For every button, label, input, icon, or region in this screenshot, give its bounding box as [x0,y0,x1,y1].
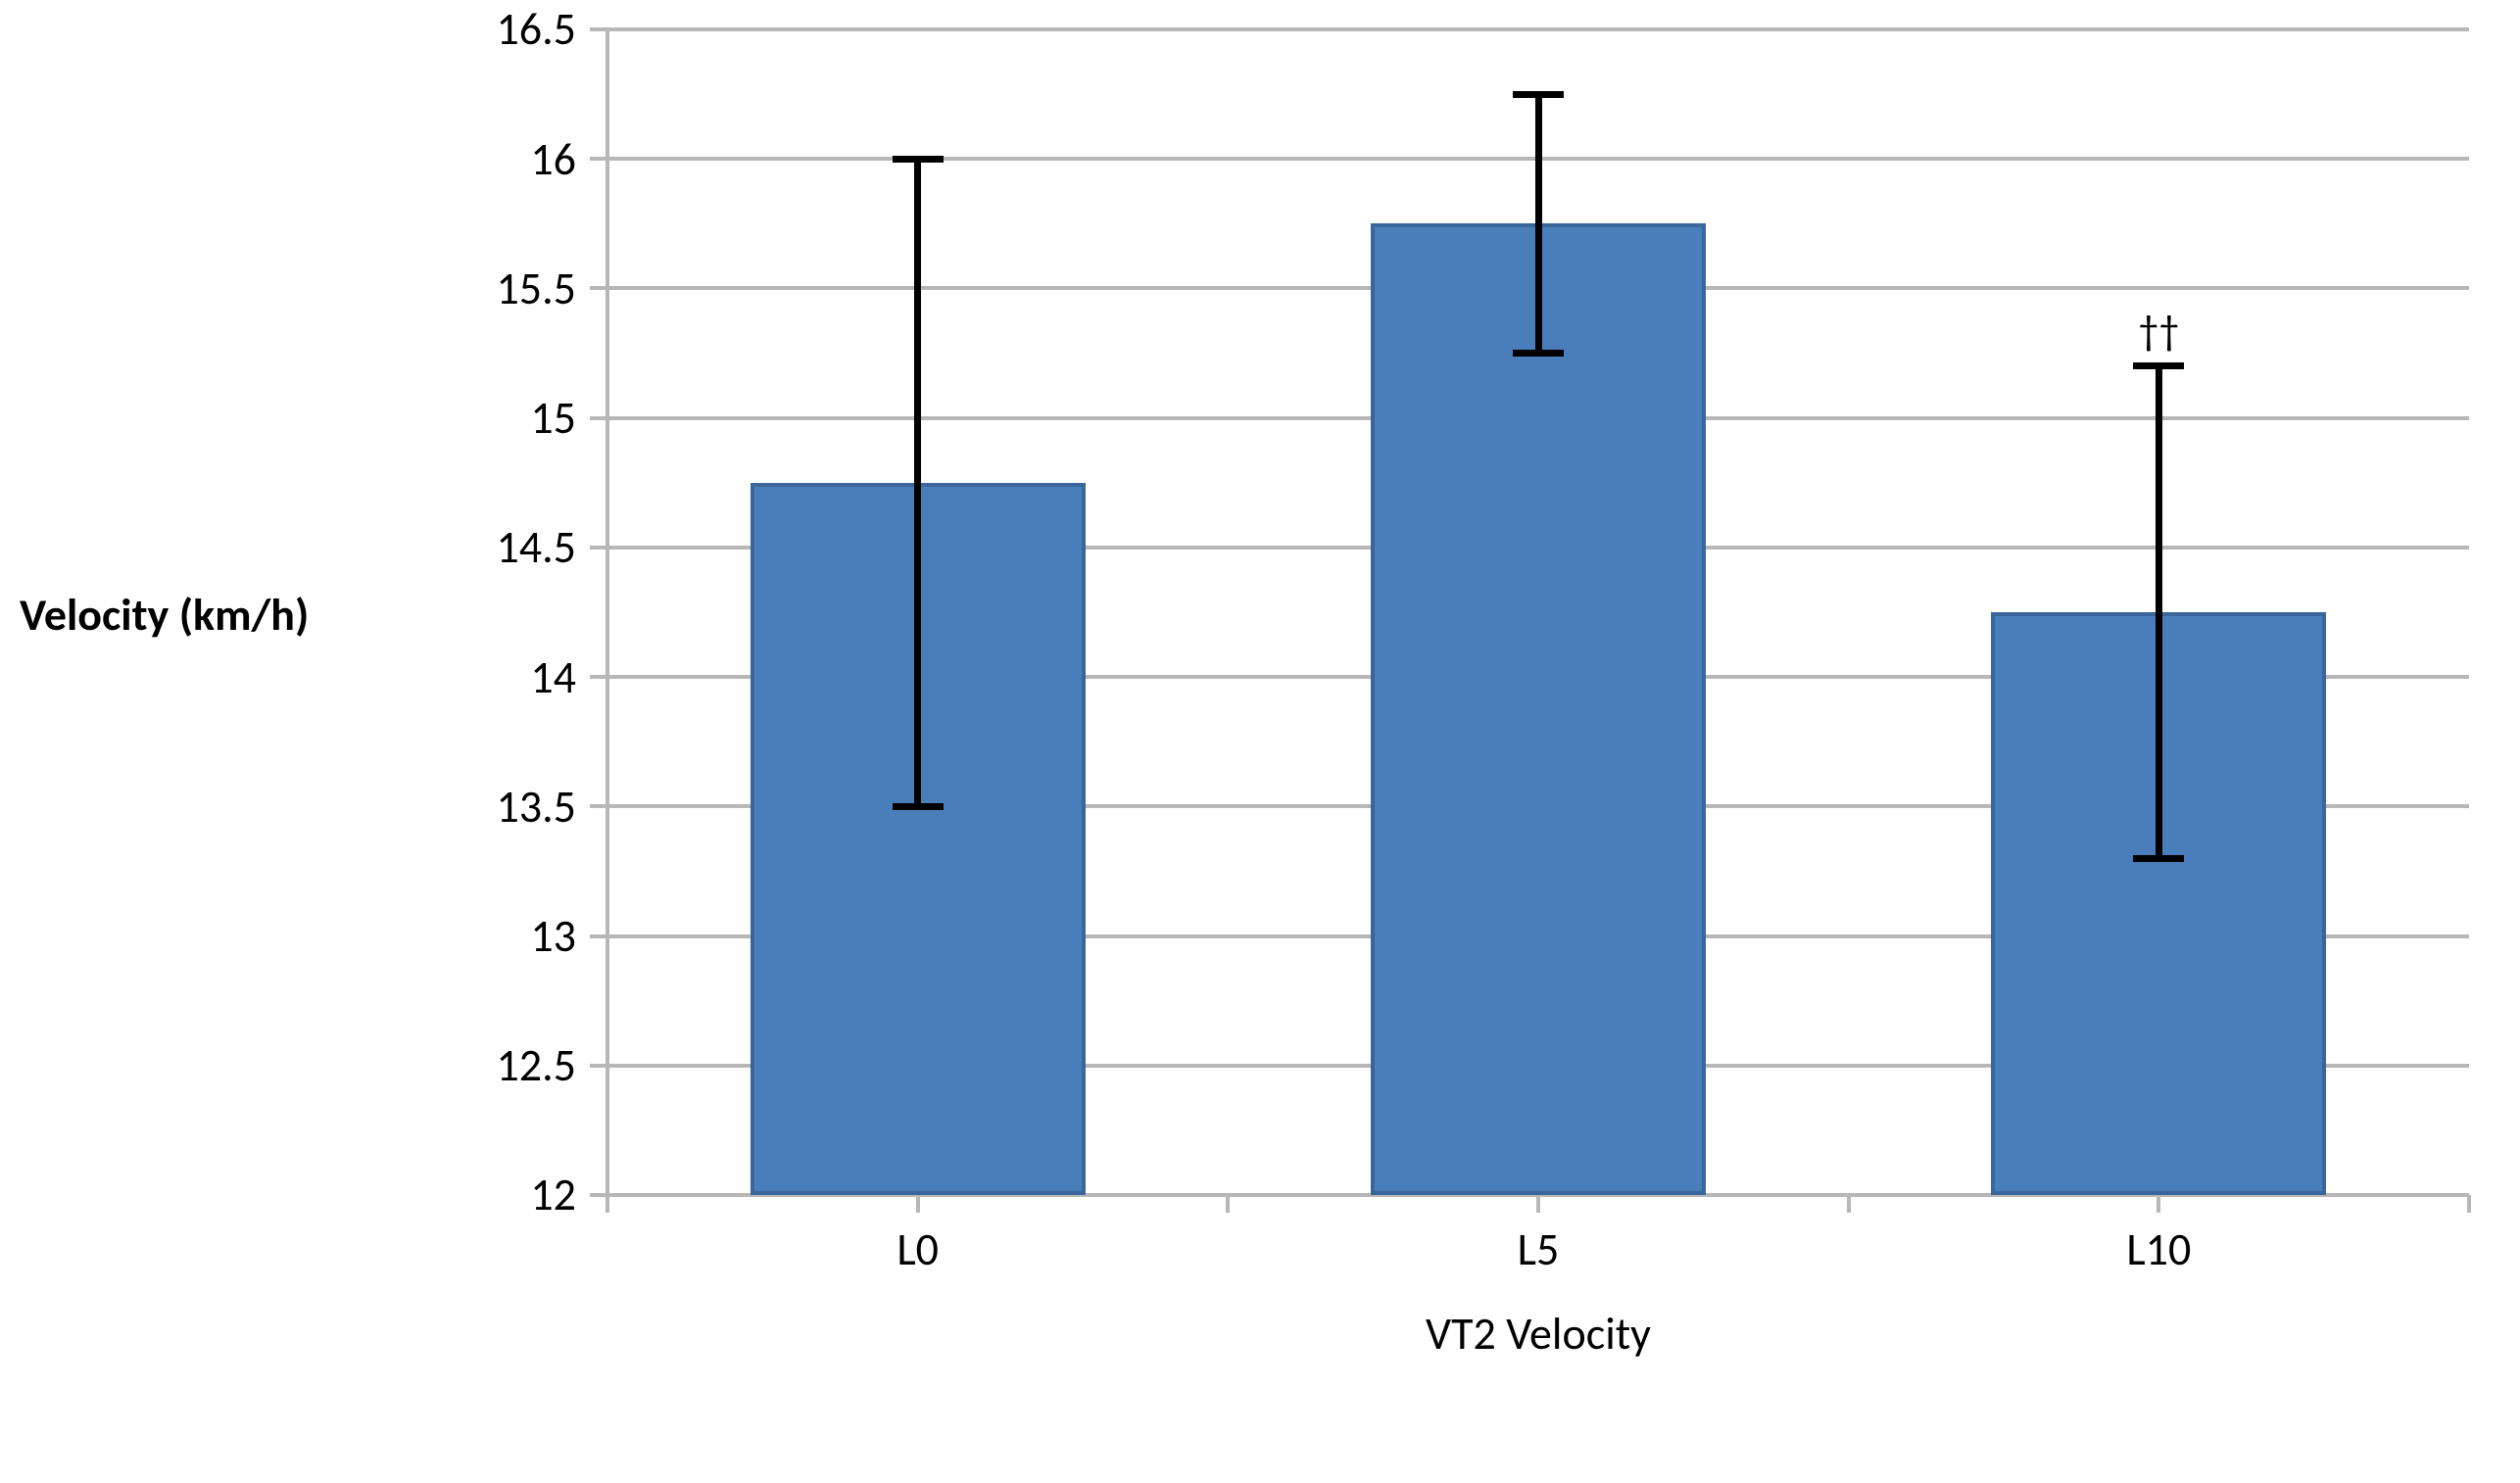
y-tick-label: 15.5 [412,262,576,316]
x-boundary-tick [606,1195,609,1213]
annotation: †† [2109,306,2207,356]
error-cap [893,156,944,163]
x-tick-label: L0 [771,1222,1065,1277]
bar [1371,223,1706,1195]
error-bar [2156,366,2162,858]
x-tick-label: L10 [2011,1222,2305,1277]
y-tick-label: 15 [412,391,576,446]
y-tick-label: 13.5 [412,780,576,835]
y-tick-label: 13 [412,909,576,964]
x-boundary-tick [1847,1195,1851,1213]
x-tick [916,1195,920,1213]
x-tick [2157,1195,2160,1213]
x-tick [1536,1195,1540,1213]
error-cap [1513,350,1564,357]
y-axis-label: Velocity (km/h) [20,588,309,643]
y-tick-label: 12 [412,1168,576,1222]
error-cap [893,803,944,810]
error-cap [1513,91,1564,98]
error-cap [2133,855,2184,862]
y-tick-label: 12.5 [412,1038,576,1093]
chart-container: Velocity (km/h) 1212.51313.51414.51515.5… [0,0,2520,1483]
error-cap [2133,362,2184,369]
y-tick-label: 14 [412,650,576,705]
x-boundary-tick [1226,1195,1230,1213]
x-axis-label: VT2 Velocity [607,1307,2469,1362]
error-bar [1535,94,1542,353]
gridline [607,27,2469,31]
y-tick-label: 16 [412,132,576,187]
y-tick-label: 16.5 [412,2,576,57]
x-tick-label: L5 [1391,1222,1685,1277]
x-boundary-tick [2467,1195,2471,1213]
y-tick-label: 14.5 [412,520,576,575]
y-axis-line [606,29,609,1195]
error-bar [914,159,921,806]
plot-area: 1212.51313.51414.51515.51616.5L0L5††L10V… [607,29,2469,1195]
